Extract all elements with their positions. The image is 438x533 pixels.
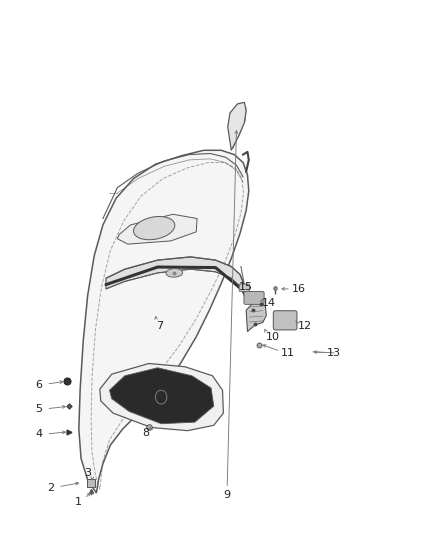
Text: 11: 11 — [281, 348, 295, 358]
Text: 8: 8 — [142, 428, 149, 438]
Text: 2: 2 — [47, 483, 54, 492]
Text: 7: 7 — [156, 321, 163, 331]
Text: 3: 3 — [84, 469, 91, 478]
Polygon shape — [228, 102, 246, 150]
Polygon shape — [117, 214, 197, 244]
Polygon shape — [246, 301, 266, 332]
Text: 16: 16 — [292, 284, 306, 294]
Text: 4: 4 — [35, 430, 42, 439]
Text: 13: 13 — [327, 348, 341, 358]
Polygon shape — [110, 368, 214, 424]
Text: 14: 14 — [262, 298, 276, 308]
Text: 9: 9 — [223, 490, 230, 499]
Text: 15: 15 — [239, 282, 253, 292]
Text: 5: 5 — [35, 405, 42, 414]
Polygon shape — [106, 257, 244, 296]
Ellipse shape — [166, 269, 183, 277]
Polygon shape — [79, 150, 249, 493]
FancyBboxPatch shape — [273, 311, 297, 330]
Polygon shape — [100, 364, 223, 431]
Text: 6: 6 — [35, 380, 42, 390]
FancyBboxPatch shape — [239, 284, 250, 292]
FancyBboxPatch shape — [244, 292, 264, 304]
Text: 10: 10 — [265, 332, 279, 342]
Ellipse shape — [134, 216, 175, 240]
Text: 12: 12 — [297, 321, 311, 331]
Text: 1: 1 — [74, 497, 81, 507]
